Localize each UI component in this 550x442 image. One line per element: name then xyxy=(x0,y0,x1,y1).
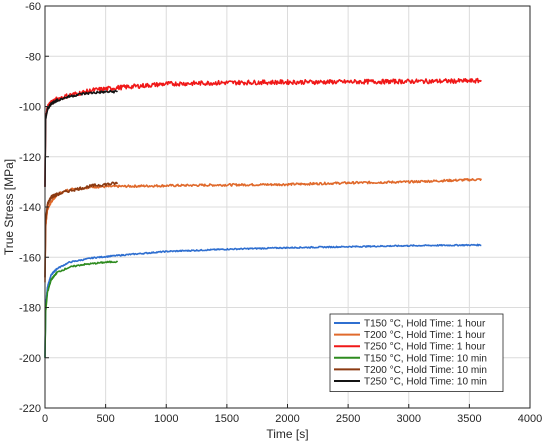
x-tick-label: 1000 xyxy=(154,413,178,425)
y-tick-label: -220 xyxy=(19,403,41,415)
x-tick-label: 3000 xyxy=(397,413,421,425)
series-line xyxy=(44,181,119,278)
y-tick-label: -120 xyxy=(19,152,41,164)
legend-entry: T200 °C, Hold Time: 10 min xyxy=(364,365,487,376)
y-tick-label: -140 xyxy=(19,202,41,214)
series-line xyxy=(44,178,483,283)
series-lines xyxy=(44,77,483,358)
y-tick-label: -60 xyxy=(25,1,41,13)
tick-labels: 0 500 1000 1500 2000 2500 3000 3500 4000 -220 -200… xyxy=(19,1,542,425)
x-tick-label: 4000 xyxy=(518,413,542,425)
x-tick-label: 500 xyxy=(96,413,114,425)
x-tick-label: 3500 xyxy=(457,413,481,425)
x-tick-label: 1500 xyxy=(215,413,239,425)
y-tick-label: -100 xyxy=(19,102,41,114)
x-tick-label: 2500 xyxy=(336,413,360,425)
legend-entry: T250 °C, Hold Time: 10 min xyxy=(364,377,487,388)
legend-entry: T250 °C, Hold Time: 1 hour xyxy=(364,342,486,353)
y-axis-label: True Stress [MPa] xyxy=(2,159,16,255)
legend-entry: T150 °C, Hold Time: 1 hour xyxy=(364,319,486,330)
y-tick-label: -160 xyxy=(19,252,41,264)
series-line xyxy=(44,260,119,358)
y-tick-label: -80 xyxy=(25,51,41,63)
legend-entry: T150 °C, Hold Time: 10 min xyxy=(364,353,487,364)
series-line xyxy=(44,89,118,187)
series-line xyxy=(44,243,482,358)
y-tick-label: -200 xyxy=(19,353,41,365)
y-tick-label: -180 xyxy=(19,303,41,315)
x-tick-label: 2000 xyxy=(275,413,299,425)
x-tick-label: 0 xyxy=(42,413,48,425)
legend-box xyxy=(329,313,504,392)
x-axis-label: Time [s] xyxy=(266,427,308,441)
legend-entry: T200 °C, Hold Time: 1 hour xyxy=(364,330,486,341)
